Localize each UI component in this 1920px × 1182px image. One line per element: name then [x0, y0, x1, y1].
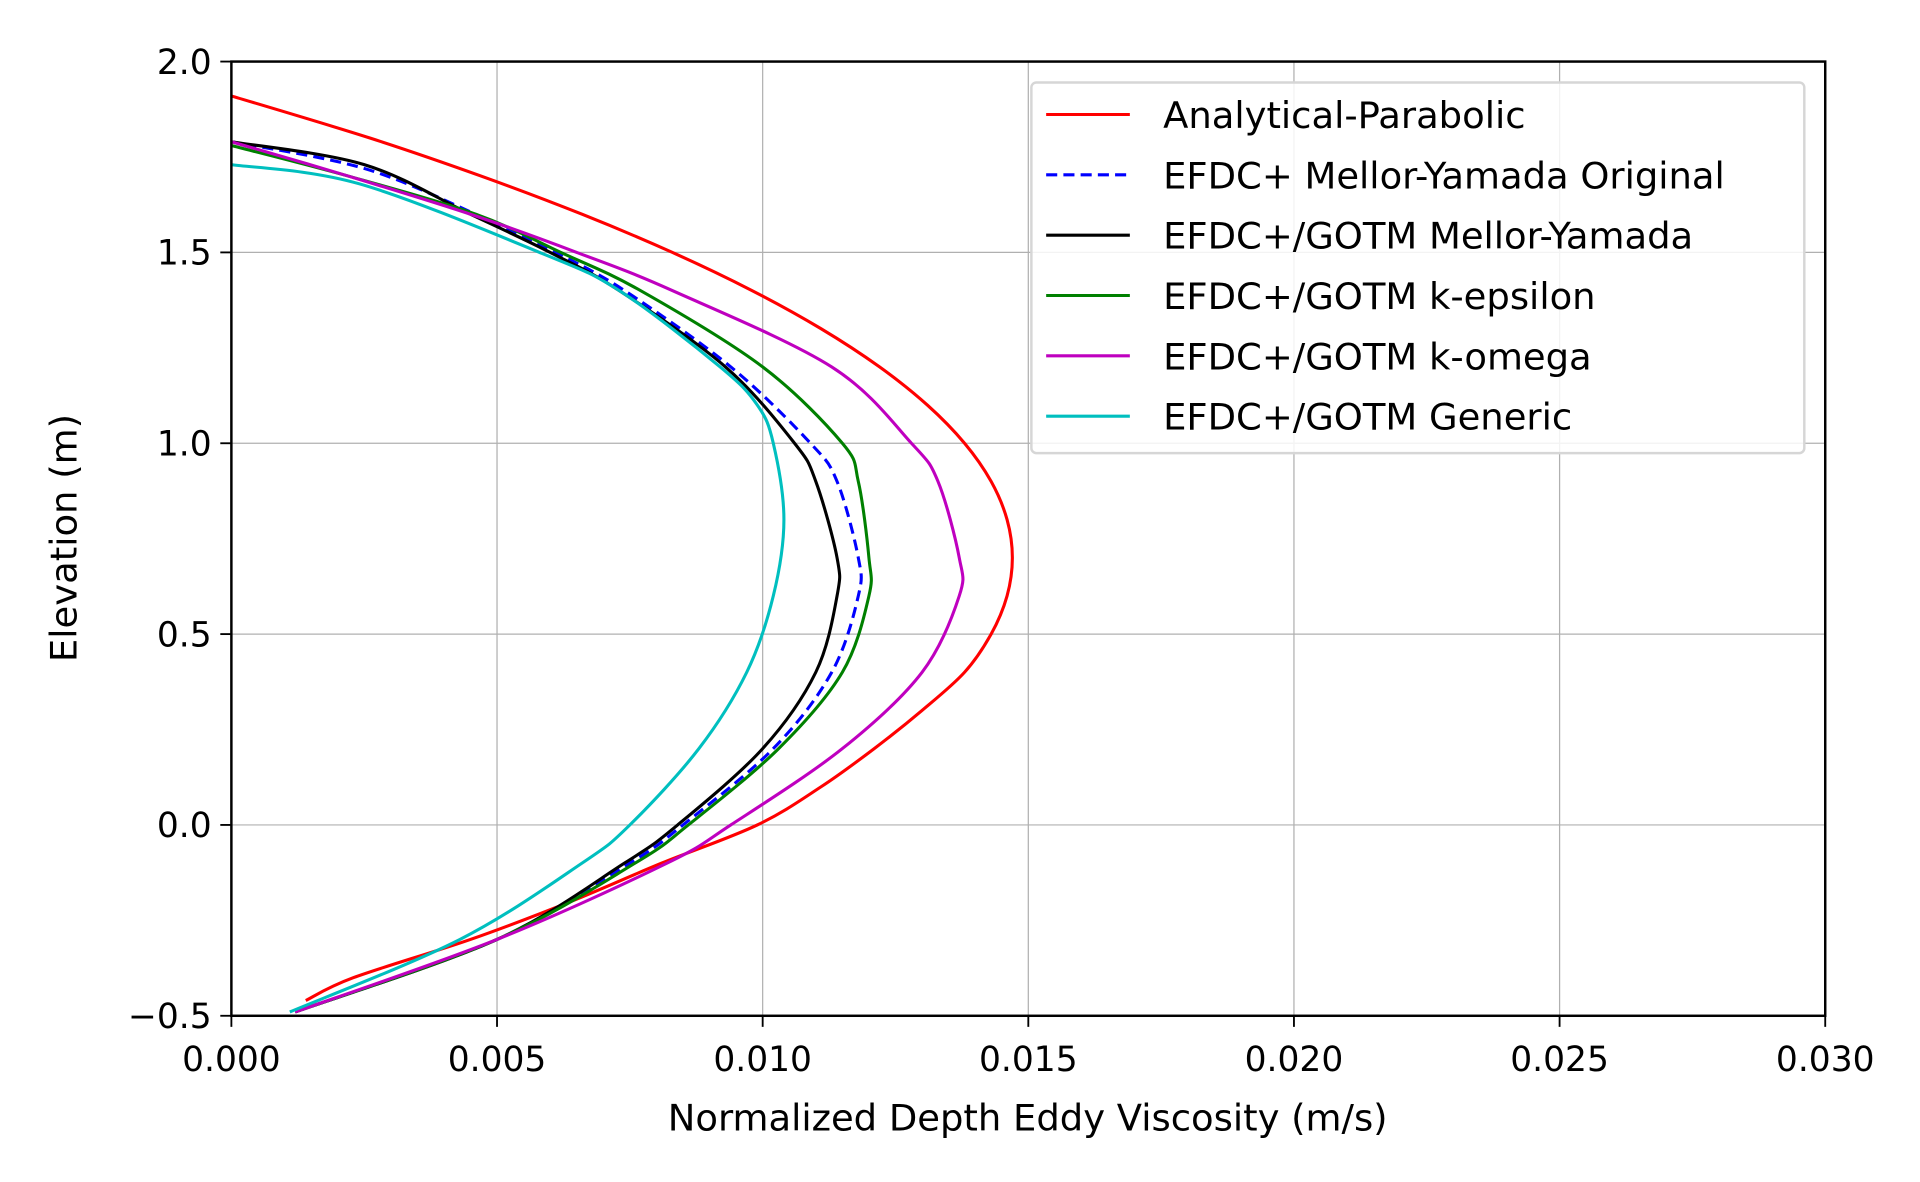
x-axis: 0.000 0.005 0.010 0.015 0.020 0.025 0.030	[182, 1015, 1875, 1080]
legend-box	[1030, 81, 1806, 455]
y-tick-label: 2.0	[157, 43, 212, 83]
legend-label: EFDC+/GOTM Generic	[1163, 396, 1572, 439]
x-axis-label: Normalized Depth Eddy Viscosity (m/s)	[668, 1096, 1388, 1139]
y-axis: −0.5 0.0 0.5 1.0 1.5 2.0	[128, 43, 232, 1037]
x-tick-label: 0.030	[1776, 1040, 1875, 1080]
y-tick-label: 0.0	[157, 806, 212, 846]
x-tick-label: 0.010	[713, 1040, 812, 1080]
y-axis-label: Elevation (m)	[42, 414, 85, 662]
legend-label: Analytical-Parabolic	[1163, 94, 1525, 137]
legend-label: EFDC+/GOTM k-epsilon	[1163, 275, 1595, 318]
series-line-2	[231, 140, 842, 1014]
x-tick-label: 0.015	[979, 1040, 1078, 1080]
x-tick-label: 0.020	[1245, 1040, 1344, 1080]
series-line-4	[230, 140, 965, 1014]
y-tick-label: 1.0	[157, 425, 212, 465]
legend-label: EFDC+ Mellor-Yamada Original	[1163, 154, 1725, 197]
series-line-0	[230, 94, 1014, 1002]
x-tick-label: 0.005	[448, 1040, 547, 1080]
y-tick-label: −0.5	[128, 997, 212, 1037]
x-tick-label: 0.025	[1510, 1040, 1609, 1080]
legend-label: EFDC+/GOTM k-omega	[1163, 335, 1592, 378]
legend: Analytical-Parabolic EFDC+ Mellor-Yamada …	[1030, 81, 1806, 455]
legend-label: EFDC+/GOTM Mellor-Yamada	[1163, 215, 1693, 258]
y-tick-label: 0.5	[157, 615, 212, 655]
series-line-5	[231, 163, 786, 1014]
x-tick-label: 0.000	[182, 1040, 281, 1080]
series-line-3	[230, 144, 873, 1014]
y-tick-label: 1.5	[157, 234, 212, 274]
series-lines	[230, 94, 1014, 1014]
series-line-1	[231, 140, 863, 1014]
